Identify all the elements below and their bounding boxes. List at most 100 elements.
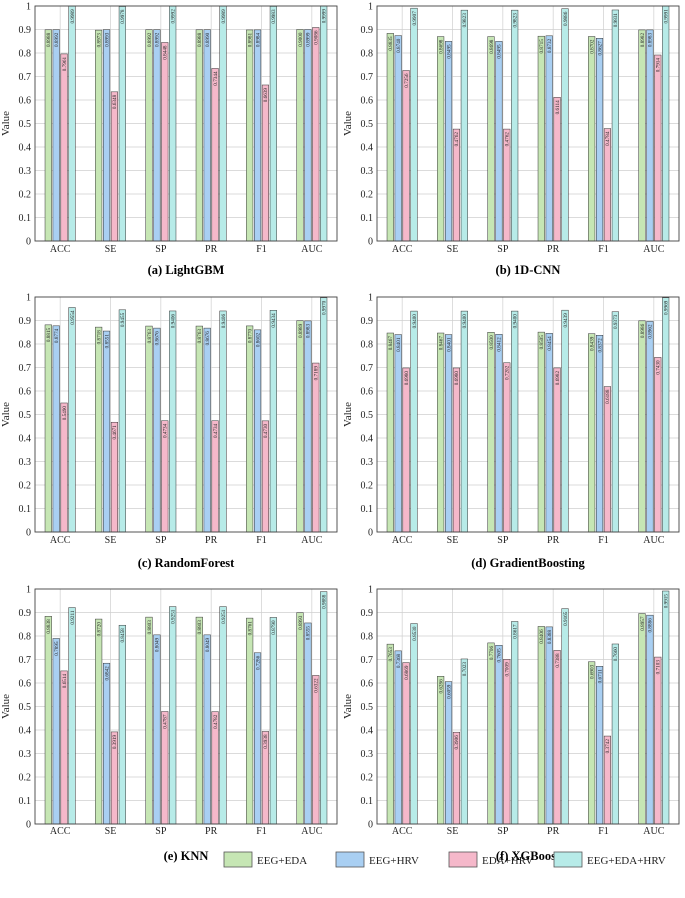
bar <box>445 681 453 825</box>
bar <box>161 42 169 242</box>
axes-frame <box>376 5 680 242</box>
data-label: 0.8999 <box>306 32 312 47</box>
bar <box>553 97 561 242</box>
data-label: 0.8990 <box>205 32 211 47</box>
y-tick-label: 0.7 <box>19 363 32 374</box>
y-tick-label: 0.1 <box>19 213 32 224</box>
bar <box>561 309 569 533</box>
legend-swatch-eeg-hrv <box>335 851 365 868</box>
x-tick-label: SP <box>155 826 167 837</box>
y-tick-label: 0.7 <box>361 655 374 666</box>
y-tick-label: 0.9 <box>361 316 374 327</box>
bar <box>596 38 604 242</box>
bar <box>312 362 320 533</box>
chart-caption: (d) GradientBoosting <box>471 556 585 570</box>
data-label: 0.8617 <box>512 624 518 639</box>
y-axis-label: Value <box>0 111 12 136</box>
bar <box>95 326 103 533</box>
data-label: 0.8763 <box>197 329 203 344</box>
data-label: 0.8815 <box>46 327 52 342</box>
bar <box>246 29 254 242</box>
bar <box>320 591 328 825</box>
data-label: 0.8412 <box>497 337 503 352</box>
data-label: 0.9823 <box>512 13 518 28</box>
bar <box>203 634 211 825</box>
data-label: 0.6114 <box>555 100 561 114</box>
data-label: 0.8495 <box>497 44 503 59</box>
y-tick-label: 0.5 <box>19 410 32 421</box>
x-tick-label: F1 <box>256 826 267 837</box>
bar <box>103 330 111 533</box>
data-label: 0.9992 <box>170 9 176 24</box>
data-label: 0.8962 <box>648 324 654 339</box>
x-tick-label: SP <box>497 826 509 837</box>
bar <box>603 386 612 533</box>
bar <box>118 6 126 242</box>
x-tick-label: ACC <box>392 826 413 837</box>
bar <box>269 6 277 242</box>
x-tick-label: F1 <box>256 244 267 255</box>
data-label: 0.8992 <box>54 32 60 47</box>
data-label: 0.8439 <box>589 336 595 351</box>
y-tick-label: 0.4 <box>19 726 32 737</box>
data-label: 0.9991 <box>663 9 669 24</box>
y-tick-label: 0.9 <box>19 608 32 619</box>
data-label: 0.8989 <box>298 323 304 338</box>
bar <box>487 332 495 533</box>
bar <box>386 33 394 242</box>
y-tick-label: 0.4 <box>361 143 374 154</box>
y-tick-label: 0.1 <box>361 796 374 807</box>
x-tick-label: AUC <box>643 826 664 837</box>
bar <box>153 634 161 825</box>
y-tick-label: 0.2 <box>361 190 374 201</box>
y-tick-label: 0.8 <box>361 340 374 351</box>
y-tick-label: 0.3 <box>19 166 32 177</box>
data-label: 0.8986 <box>640 323 646 338</box>
y-tick-label: 0.1 <box>19 796 32 807</box>
data-label: 0.6639 <box>263 88 269 103</box>
data-label: 0.8372 <box>597 338 603 353</box>
data-label: 0.8676 <box>155 331 161 346</box>
bar <box>445 334 453 533</box>
axes-frame <box>34 5 338 242</box>
bar <box>662 5 670 242</box>
data-label: 0.4734 <box>163 423 169 438</box>
bar <box>304 320 312 533</box>
bar <box>537 35 545 242</box>
bar <box>638 613 646 825</box>
data-label: 0.9165 <box>563 611 569 626</box>
bar <box>596 335 604 533</box>
bar <box>654 656 662 825</box>
x-tick-label: SE <box>105 244 117 255</box>
data-label: 0.8627 <box>597 41 603 56</box>
data-label: 0.8981 <box>247 33 253 48</box>
bar <box>588 661 596 825</box>
bar <box>386 332 394 533</box>
data-label: 0.8983 <box>648 32 654 47</box>
y-tick-label: 0.6 <box>361 96 374 107</box>
x-tick-label: F1 <box>598 244 609 255</box>
chart-panel-4: 00.10.20.30.40.50.60.70.80.910.8467 0.840… <box>342 293 680 570</box>
data-label: 0.8983 <box>306 323 312 338</box>
bar <box>269 310 277 533</box>
data-label: 0.4730 <box>263 423 269 438</box>
data-label: 0.9400 <box>462 314 468 329</box>
x-tick-label: AUC <box>301 244 322 255</box>
bar <box>611 643 619 825</box>
y-tick-label: 1 <box>368 585 373 596</box>
data-label: 0.9888 <box>321 594 327 609</box>
bar <box>646 614 654 825</box>
data-label: 0.6322 <box>314 678 320 693</box>
bar <box>445 41 453 242</box>
x-tick-label: PR <box>547 244 560 255</box>
bar <box>68 607 76 825</box>
data-label: 0.4734 <box>213 423 219 438</box>
bar <box>219 606 227 825</box>
bar <box>460 9 468 242</box>
bar <box>553 367 561 533</box>
data-label: 0.3938 <box>263 734 269 749</box>
bar <box>103 662 111 825</box>
data-label: 0.6869 <box>404 665 410 680</box>
data-label: 0.9983 <box>271 9 277 24</box>
bar <box>511 310 519 533</box>
